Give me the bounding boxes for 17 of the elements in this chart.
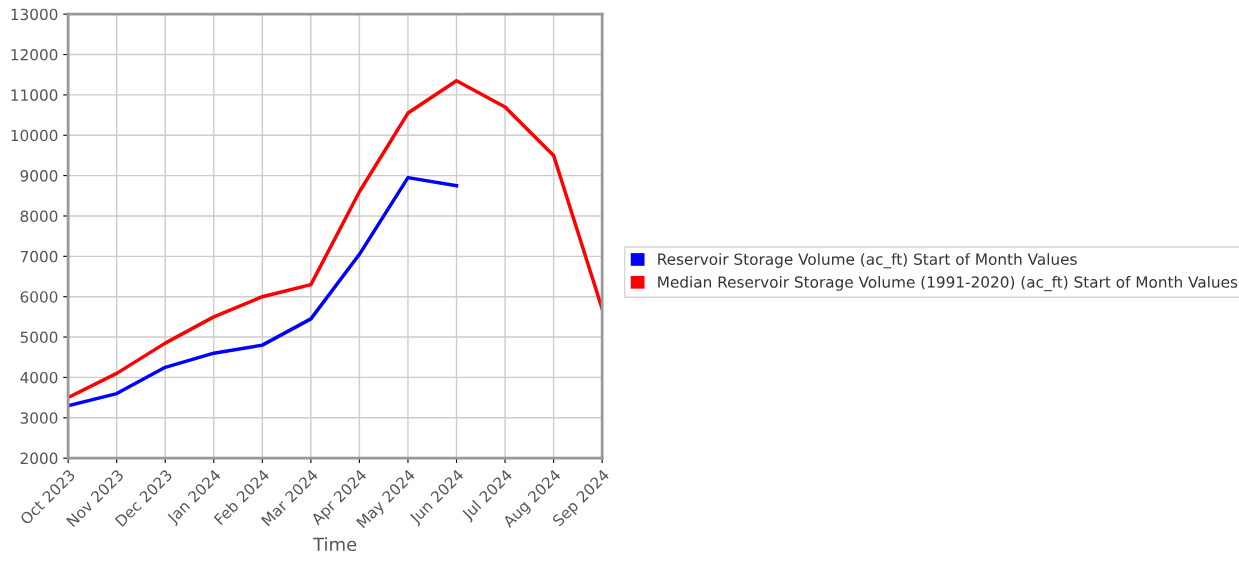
- legend-label: Median Reservoir Storage Volume (1991-2020) (ac_ft) Start of Month Values: [658, 275, 1238, 292]
- y-tick-label: 5000: [20, 331, 58, 344]
- y-tick-label: 11000: [11, 89, 58, 101]
- y-tick-label: 8000: [20, 210, 58, 222]
- y-tick-label: 13000: [11, 8, 58, 21]
- line-series: [68, 175, 459, 408]
- y-tick-label: 2000: [20, 452, 58, 465]
- y-tick-label: 4000: [20, 371, 58, 384]
- y-tick-label: 3000: [20, 412, 58, 424]
- y-tick-label: 6000: [20, 291, 58, 303]
- legend-label: Reservoir Storage Volume (ac_ft) Start of Month Values: [658, 253, 1077, 269]
- y-tick-label: 7000: [20, 250, 58, 263]
- y-tick-label: 12000: [11, 49, 58, 61]
- y-tick-label: 9000: [20, 170, 58, 182]
- x-axis-title: Time: [313, 537, 357, 552]
- y-tick-label: 10000: [11, 129, 58, 142]
- line-series: [68, 79, 603, 400]
